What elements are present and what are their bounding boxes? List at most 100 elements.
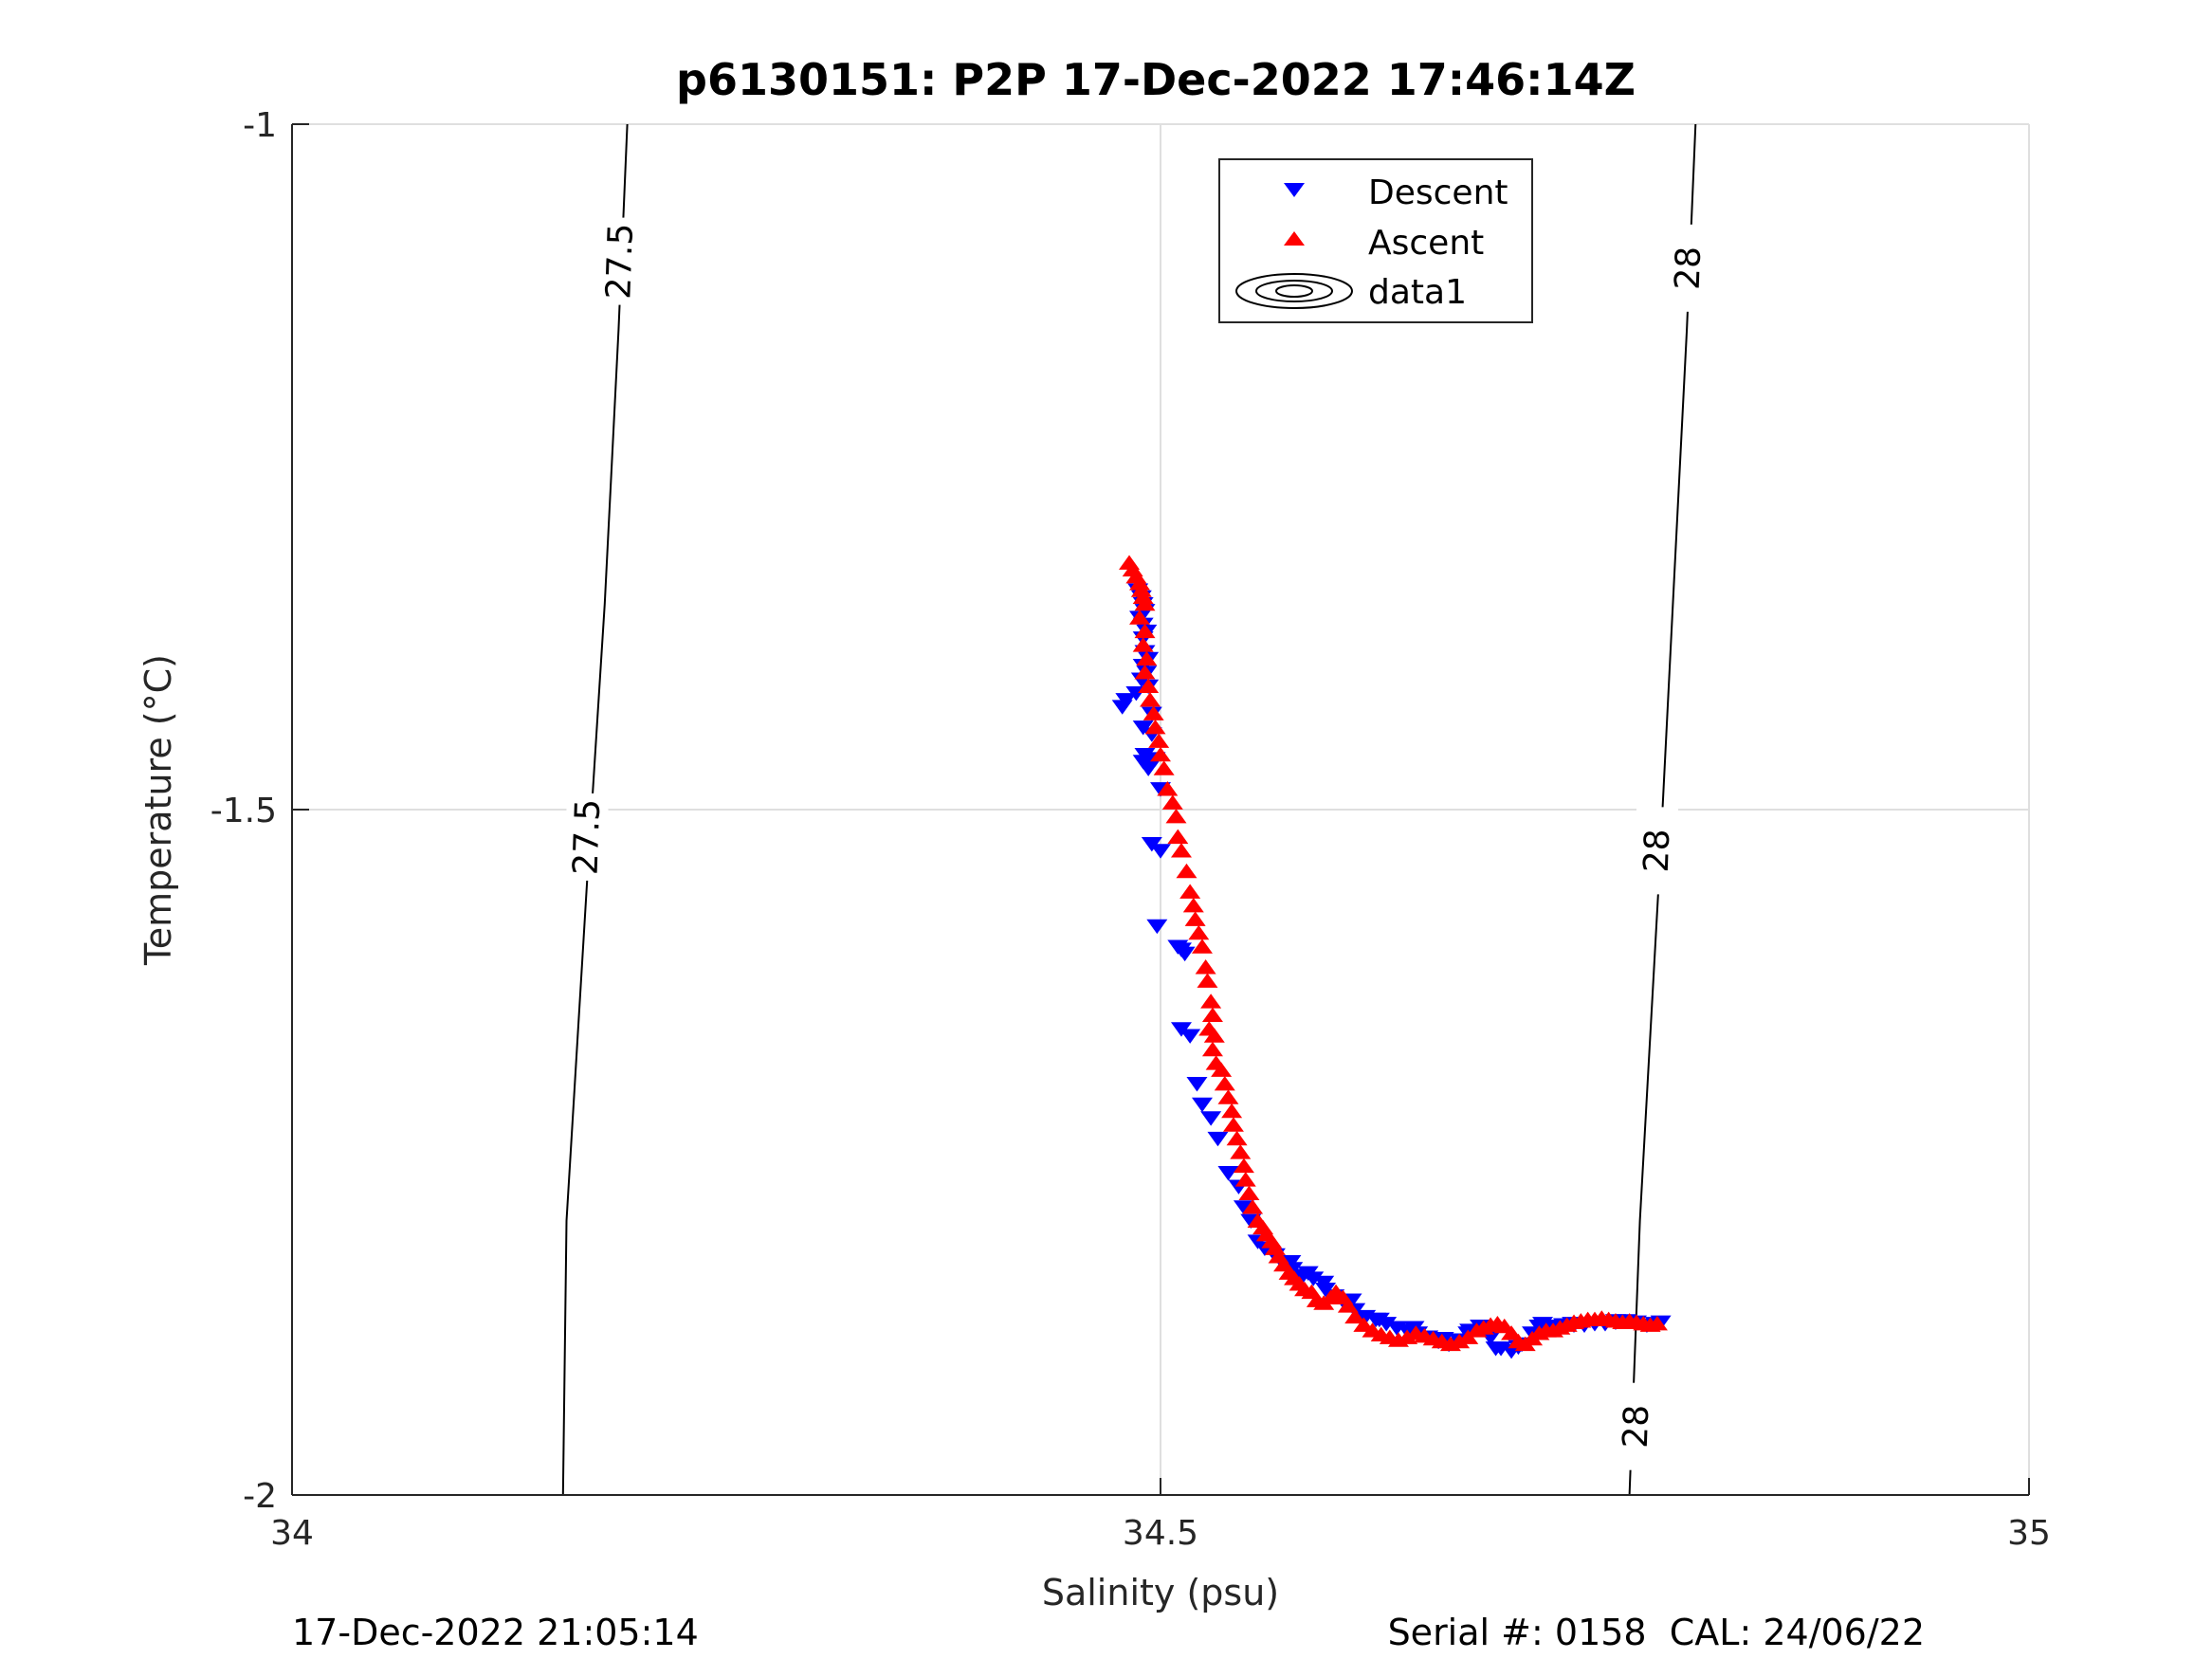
descent-point <box>1368 1312 1390 1328</box>
ascent-series <box>1119 555 1668 1352</box>
ascent-point <box>1211 1062 1233 1077</box>
ascent-point <box>1176 863 1197 879</box>
ascent-point <box>1344 1308 1366 1324</box>
ascent-point <box>1203 1028 1225 1043</box>
ascent-point <box>1222 1117 1244 1132</box>
ascent-point <box>1179 884 1201 899</box>
ascent-point <box>1197 973 1218 988</box>
contour-label-28: 28 <box>1637 829 1678 873</box>
legend-data1-label: data1 <box>1368 273 1467 312</box>
ascent-point <box>1165 808 1187 824</box>
x-tick-label: 35 <box>2007 1514 2051 1553</box>
descent-point <box>1297 1266 1319 1281</box>
ascent-point <box>1397 1329 1418 1344</box>
ascent-point <box>1153 760 1175 775</box>
ascent-point <box>1201 1007 1223 1023</box>
ascent-point <box>1184 911 1206 926</box>
ascent-point <box>1242 1199 1264 1214</box>
ascent-point <box>1230 1144 1252 1159</box>
ascent-point <box>1337 1298 1359 1313</box>
contour-label-gap <box>1667 224 1709 312</box>
ascent-point <box>1221 1103 1243 1119</box>
ascent-point <box>1646 1316 1668 1331</box>
descent-point <box>1315 1282 1337 1298</box>
ascent-point <box>1188 924 1210 940</box>
ascent-point <box>1201 1041 1223 1057</box>
descent-point <box>1485 1341 1507 1357</box>
ascent-point <box>1161 794 1183 810</box>
descent-point <box>1111 700 1133 715</box>
descent-point <box>1150 844 1171 859</box>
ascent-point <box>1182 897 1204 913</box>
ascent-point <box>1195 959 1216 975</box>
ascent-point <box>1217 1089 1239 1104</box>
ascent-point <box>1134 595 1156 611</box>
descent-point <box>1179 1029 1201 1044</box>
ascent-point <box>1132 589 1154 605</box>
ascent-point <box>1148 733 1170 748</box>
descent-point <box>1217 1166 1239 1181</box>
ascent-point <box>1214 1075 1235 1091</box>
contour-label-gap <box>1615 1382 1657 1470</box>
ascent-point <box>1129 610 1151 625</box>
legend-contour-icon <box>1235 273 1353 309</box>
ascent-point <box>1238 1185 1260 1201</box>
ascent-point <box>1170 843 1192 858</box>
ascent-point <box>1134 665 1156 680</box>
ascent-point <box>1140 692 1161 707</box>
ascent-point <box>1138 678 1160 694</box>
x-tick-label: 34 <box>270 1514 314 1553</box>
descent-point <box>1207 1131 1229 1147</box>
ascent-point <box>1150 746 1171 762</box>
grid-lines <box>292 123 2030 1495</box>
y-tick-label: -1.5 <box>210 792 277 830</box>
tick-labels: 34 34.5 35 -2 -1.5 -1 <box>210 106 2051 1553</box>
contour-label-28: 28 <box>1617 1404 1657 1449</box>
footer-serial-cal: Serial #: 0158 CAL: 24/06/22 <box>1388 1612 1925 1653</box>
descent-point <box>1186 1077 1208 1092</box>
y-tick-label: -2 <box>243 1477 277 1516</box>
legend-ascent-label: Ascent <box>1368 224 1484 263</box>
ascent-point <box>1129 575 1151 591</box>
y-axis-label: Temperature (°C) <box>137 654 179 966</box>
ascent-point <box>1157 781 1179 796</box>
contour-label-gap <box>566 793 609 881</box>
axes-frame <box>291 123 2030 1496</box>
descent-point <box>1191 1097 1213 1113</box>
ascent-point <box>1233 1158 1254 1174</box>
descent-point <box>1138 761 1160 776</box>
contour-label-27_5: 27.5 <box>599 223 641 301</box>
footer-timestamp: 17-Dec-2022 21:05:14 <box>292 1612 699 1653</box>
ascent-point <box>1134 623 1156 639</box>
density-contours: 27.5 27.5 28 28 28 <box>561 123 1709 1496</box>
ascent-point <box>1143 705 1164 720</box>
contour-label-27_5: 27.5 <box>567 798 609 876</box>
contour-label-gap <box>1636 807 1678 895</box>
descent-point <box>1200 1111 1222 1126</box>
x-tick-label: 34.5 <box>1123 1514 1198 1553</box>
legend-descent-marker <box>1284 183 1305 197</box>
ascent-point <box>1226 1130 1248 1146</box>
ascent-point <box>1130 582 1152 597</box>
ascent-point <box>1167 829 1189 845</box>
ascent-point <box>1449 1333 1471 1349</box>
legend-ascent-marker <box>1284 231 1305 246</box>
ascent-point <box>1144 719 1166 735</box>
ascent-point <box>1200 994 1222 1009</box>
contour-label-gap <box>599 217 642 305</box>
y-tick-label: -1 <box>243 106 277 145</box>
plot-area: 27.5 27.5 28 28 28 34 34.5 35 -2 -1.5 -1 <box>210 106 2051 1553</box>
ascent-point <box>1132 637 1154 652</box>
chart-title: p6130151: P2P 17-Dec-2022 17:46:14Z <box>676 54 1636 105</box>
legend: Descent Ascent data1 <box>1218 158 1533 323</box>
descent-point <box>1146 919 1168 935</box>
legend-box <box>1218 158 1533 323</box>
contour-label-28: 28 <box>1669 246 1709 290</box>
ascent-point <box>1191 939 1213 954</box>
ascent-point <box>1234 1172 1256 1187</box>
legend-descent-label: Descent <box>1368 173 1508 212</box>
descent-point <box>1174 946 1196 962</box>
ascent-point <box>1136 650 1158 666</box>
descent-point <box>1233 1200 1254 1215</box>
